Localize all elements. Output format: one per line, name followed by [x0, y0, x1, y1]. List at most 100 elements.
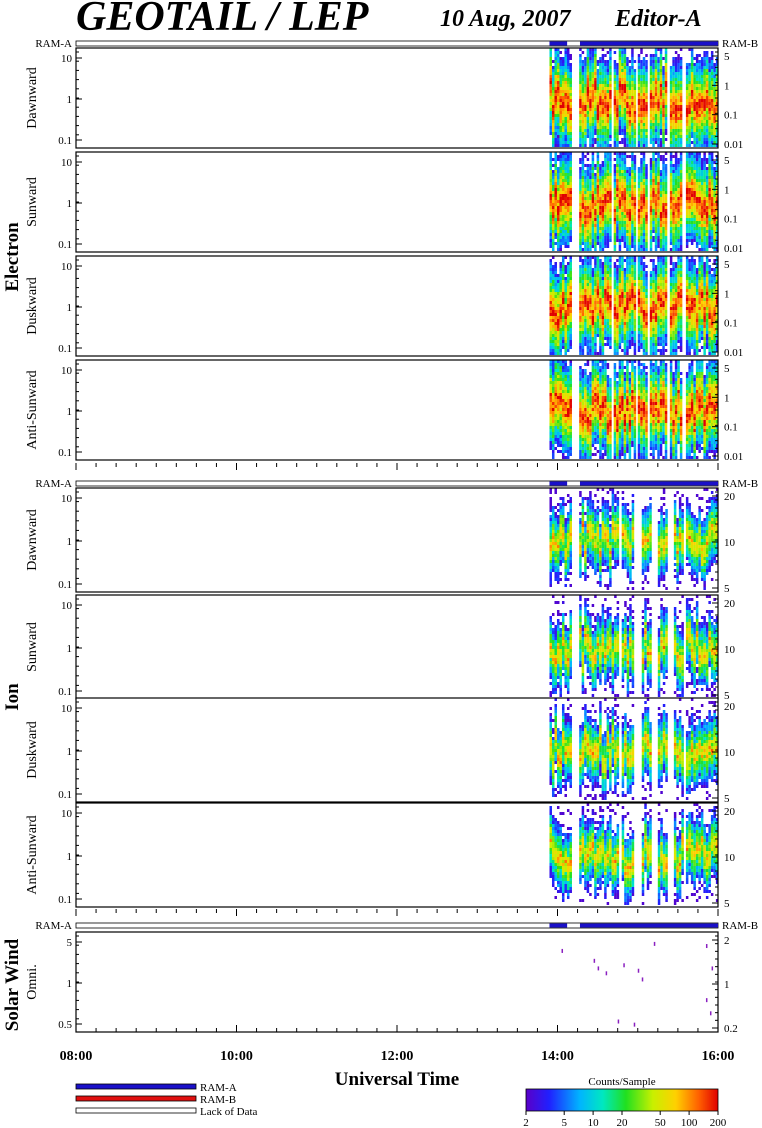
spectrogram-cell — [569, 212, 572, 215]
spectrogram-cell — [679, 188, 683, 191]
spectrogram-cell — [710, 102, 714, 105]
spectrogram-cell — [581, 102, 585, 105]
spectrogram-cell — [613, 274, 617, 277]
spectrogram-cell — [659, 81, 663, 84]
spectrogram-cell — [685, 105, 689, 108]
spectrogram-cell — [645, 206, 648, 209]
spectrogram-cell — [621, 313, 624, 316]
spectrogram-cell — [589, 248, 592, 251]
spectrogram-cell — [628, 325, 632, 328]
spectrogram-cell — [695, 81, 699, 84]
spectrogram-cell — [604, 280, 607, 283]
spectrogram-cell — [623, 185, 627, 188]
spectrogram-cell — [685, 126, 689, 129]
spectrogram-cell — [642, 111, 646, 114]
spectrogram-cell — [693, 233, 696, 236]
spectrogram-cell — [616, 331, 619, 334]
spectrogram-cell — [601, 295, 605, 298]
spectrogram-cell — [662, 197, 665, 200]
spectrogram-cell — [715, 117, 719, 120]
spectrogram-cell — [569, 298, 572, 301]
spectrogram-cell — [596, 256, 600, 259]
spectrogram-cell — [637, 277, 641, 280]
spectrogram-cell — [561, 328, 565, 331]
right-tick-label: 1 — [724, 184, 730, 196]
spectrogram-cell — [642, 81, 646, 84]
spectrogram-cell — [561, 271, 565, 274]
spectrogram-cell — [564, 295, 567, 298]
spectrogram-cell — [633, 262, 637, 265]
spectrogram-cell — [674, 173, 678, 176]
spectrogram-cell — [679, 218, 683, 221]
spectrogram-cell — [713, 215, 716, 218]
spectrogram-cell — [569, 66, 572, 69]
spectrogram-cell — [561, 144, 565, 147]
spectrogram-cell — [645, 176, 648, 179]
spectrogram-cell — [713, 72, 716, 75]
spectrogram-cell — [637, 274, 641, 277]
spectrogram-cell — [631, 66, 634, 69]
spectrogram-cell — [640, 212, 643, 215]
spectrogram-cell — [654, 331, 658, 334]
spectrogram-cell — [601, 120, 605, 123]
spectrogram-cell — [710, 63, 714, 66]
spectrogram-cell — [628, 93, 632, 96]
spectrogram-cell — [621, 218, 624, 221]
spectrogram-cell — [669, 161, 673, 164]
spectrogram-cell — [674, 176, 678, 179]
spectrogram-cell — [554, 262, 557, 265]
spectrogram-cell — [581, 84, 585, 87]
spectrogram-cell — [685, 87, 689, 90]
spectrogram-cell — [581, 259, 585, 262]
spectrogram-cell — [621, 212, 624, 215]
spectrogram-cell — [677, 78, 680, 81]
spectrogram-cell — [659, 236, 663, 239]
spectrogram-cell — [654, 152, 658, 155]
spectrogram-cell — [564, 215, 567, 218]
spectrogram-cell — [609, 167, 612, 170]
spectrogram-cell — [556, 170, 560, 173]
spectrogram-cell — [551, 236, 555, 239]
spectrogram-cell — [645, 304, 648, 307]
spectrogram-cell — [613, 179, 617, 182]
spectrogram-cell — [642, 227, 646, 230]
spectrogram-cell — [708, 191, 711, 194]
spectrogram-cell — [631, 227, 634, 230]
spectrogram-cell — [596, 319, 600, 322]
spectrogram-cell — [657, 286, 660, 289]
spectrogram-cell — [657, 310, 660, 313]
spectrogram-cell — [609, 224, 612, 227]
spectrogram-cell — [551, 271, 555, 274]
spectrogram-cell — [591, 129, 595, 132]
spectrogram-cell — [554, 227, 557, 230]
spectrogram-cell — [584, 66, 587, 69]
spectrogram-cell — [616, 319, 619, 322]
spectrogram-cell — [626, 286, 629, 289]
spectrogram-cell — [616, 301, 619, 304]
spectrogram-cell — [703, 188, 706, 191]
spectrogram-cell — [654, 129, 658, 132]
spectrogram-cell — [594, 200, 597, 203]
spectrogram-cell — [586, 84, 590, 87]
spectrogram-cell — [609, 176, 612, 179]
spectrogram-cell — [581, 262, 585, 265]
electron-group-label: Electron — [2, 222, 23, 292]
spectrogram-cell — [693, 191, 696, 194]
spectrogram-cell — [618, 262, 622, 265]
spectrogram-cell — [631, 236, 634, 239]
spectrogram-cell — [626, 274, 629, 277]
spectrogram-cell — [628, 203, 632, 206]
spectrogram-cell — [713, 179, 716, 182]
spectrogram-cell — [606, 179, 610, 182]
spectrogram-cell — [581, 304, 585, 307]
spectrogram-cell — [631, 316, 634, 319]
spectrogram-cell — [633, 256, 637, 259]
spectrogram-cell — [662, 158, 665, 161]
spectrogram-cell — [628, 182, 632, 185]
spectrogram-cell — [601, 141, 605, 144]
spectrogram-cell — [713, 245, 716, 248]
spectrogram-cell — [566, 90, 570, 93]
spectrogram-cell — [628, 132, 632, 135]
spectrogram-cell — [649, 96, 653, 99]
